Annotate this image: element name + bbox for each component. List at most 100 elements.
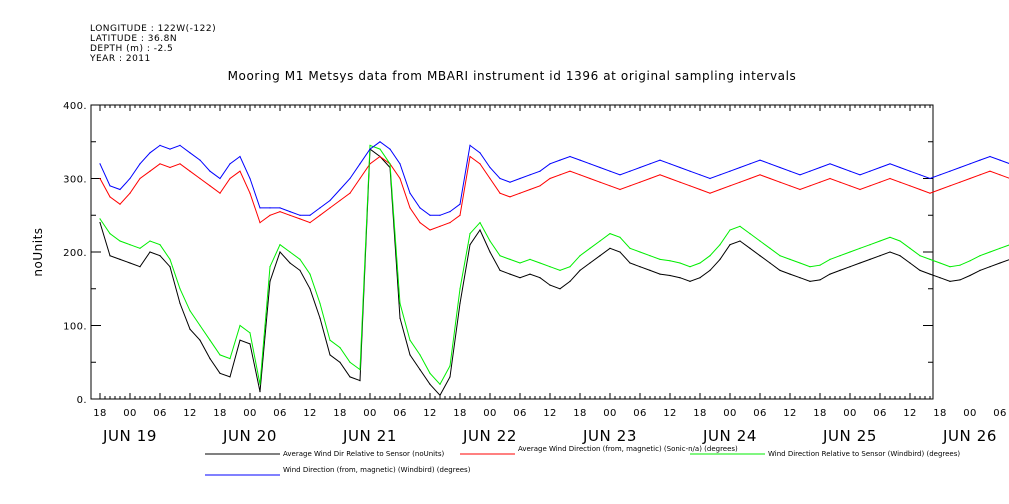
series-point	[189, 328, 191, 330]
series-point	[209, 358, 211, 360]
x-hour-label: 00	[483, 408, 497, 419]
series-point	[999, 262, 1001, 264]
series-point	[659, 159, 661, 161]
series-point	[239, 170, 241, 172]
series-point	[209, 185, 211, 187]
series-point	[569, 155, 571, 158]
series-point	[909, 170, 911, 172]
series-point	[149, 152, 151, 154]
series-point	[889, 236, 891, 238]
series-point	[139, 247, 141, 249]
series-point	[159, 144, 161, 146]
series-point	[339, 199, 341, 202]
series-point	[349, 177, 351, 180]
series-point	[769, 247, 771, 249]
series-point	[689, 280, 691, 282]
series-point	[399, 177, 401, 180]
series-point	[769, 177, 771, 180]
series-point	[109, 196, 111, 198]
series-point	[659, 258, 661, 260]
series-point	[479, 229, 481, 231]
series-point	[189, 170, 191, 172]
series-point	[259, 222, 261, 224]
series-point	[569, 170, 571, 172]
series-point	[989, 266, 991, 268]
series-point	[769, 163, 771, 165]
series-point	[359, 177, 361, 180]
series-point	[489, 240, 491, 242]
series-point	[249, 343, 251, 345]
series-point	[479, 152, 481, 154]
series-point	[169, 166, 171, 169]
series-point	[949, 266, 951, 268]
series-point	[219, 372, 221, 374]
series-point	[359, 163, 361, 165]
series-point	[129, 192, 131, 194]
y-tick-label: 0.	[77, 395, 87, 406]
series-point	[699, 174, 701, 176]
series-point	[739, 166, 741, 169]
x-hour-label: 00	[723, 408, 737, 419]
series-point	[839, 181, 841, 183]
series-point	[559, 159, 561, 161]
series-point	[309, 273, 311, 275]
series-point	[309, 222, 311, 224]
series-point	[599, 181, 601, 183]
series-point	[979, 159, 981, 161]
series-point	[169, 266, 171, 268]
series-point	[979, 269, 981, 271]
series-point	[539, 185, 541, 187]
series-point	[919, 174, 921, 176]
series-point	[859, 174, 861, 176]
series-point	[719, 244, 721, 246]
series-point	[289, 251, 291, 253]
legend-label-2: Average Wind Direction (from, magnetic) …	[518, 445, 738, 453]
series-point	[99, 218, 101, 220]
x-date-label: JUN 25	[822, 427, 877, 445]
series-point	[659, 174, 661, 176]
series-point	[479, 222, 481, 224]
series-point	[779, 181, 781, 183]
series-point	[259, 391, 261, 393]
series-point	[989, 170, 991, 172]
x-date-label: JUN 20	[222, 427, 277, 445]
series-point	[859, 188, 861, 191]
x-date-label: JUN 19	[102, 427, 157, 445]
x-hour-label: 18	[933, 408, 947, 419]
series-point	[229, 163, 231, 165]
series-point	[379, 148, 381, 150]
series-point	[909, 262, 911, 264]
series-point	[799, 277, 801, 279]
series-point	[979, 174, 981, 176]
series-point	[349, 192, 351, 194]
series-point	[989, 251, 991, 253]
series-point	[999, 247, 1001, 249]
series-point	[519, 177, 521, 180]
series-point	[529, 273, 531, 275]
series-point	[319, 207, 321, 209]
series-point	[249, 332, 251, 334]
series-point	[699, 277, 701, 279]
series-point	[399, 317, 401, 319]
series-point	[129, 177, 131, 180]
series-point	[329, 199, 331, 202]
series-point	[279, 251, 281, 253]
series-point	[619, 174, 621, 176]
depth-text: DEPTH (m) : -2.5	[90, 44, 173, 54]
series-point	[739, 240, 741, 242]
series-point	[369, 163, 371, 165]
series-point	[859, 262, 861, 264]
y-tick-label: 200.	[63, 248, 87, 259]
series-point	[349, 361, 351, 363]
series-point	[929, 273, 931, 275]
series-point	[939, 188, 941, 191]
series-point	[179, 144, 181, 146]
series-point	[709, 269, 711, 271]
series-point	[419, 222, 421, 224]
series-point	[299, 269, 301, 271]
series-point	[449, 211, 451, 213]
series-point	[729, 244, 731, 246]
series-point	[449, 222, 451, 224]
series-point	[669, 163, 671, 165]
x-hour-label: 06	[153, 408, 167, 419]
